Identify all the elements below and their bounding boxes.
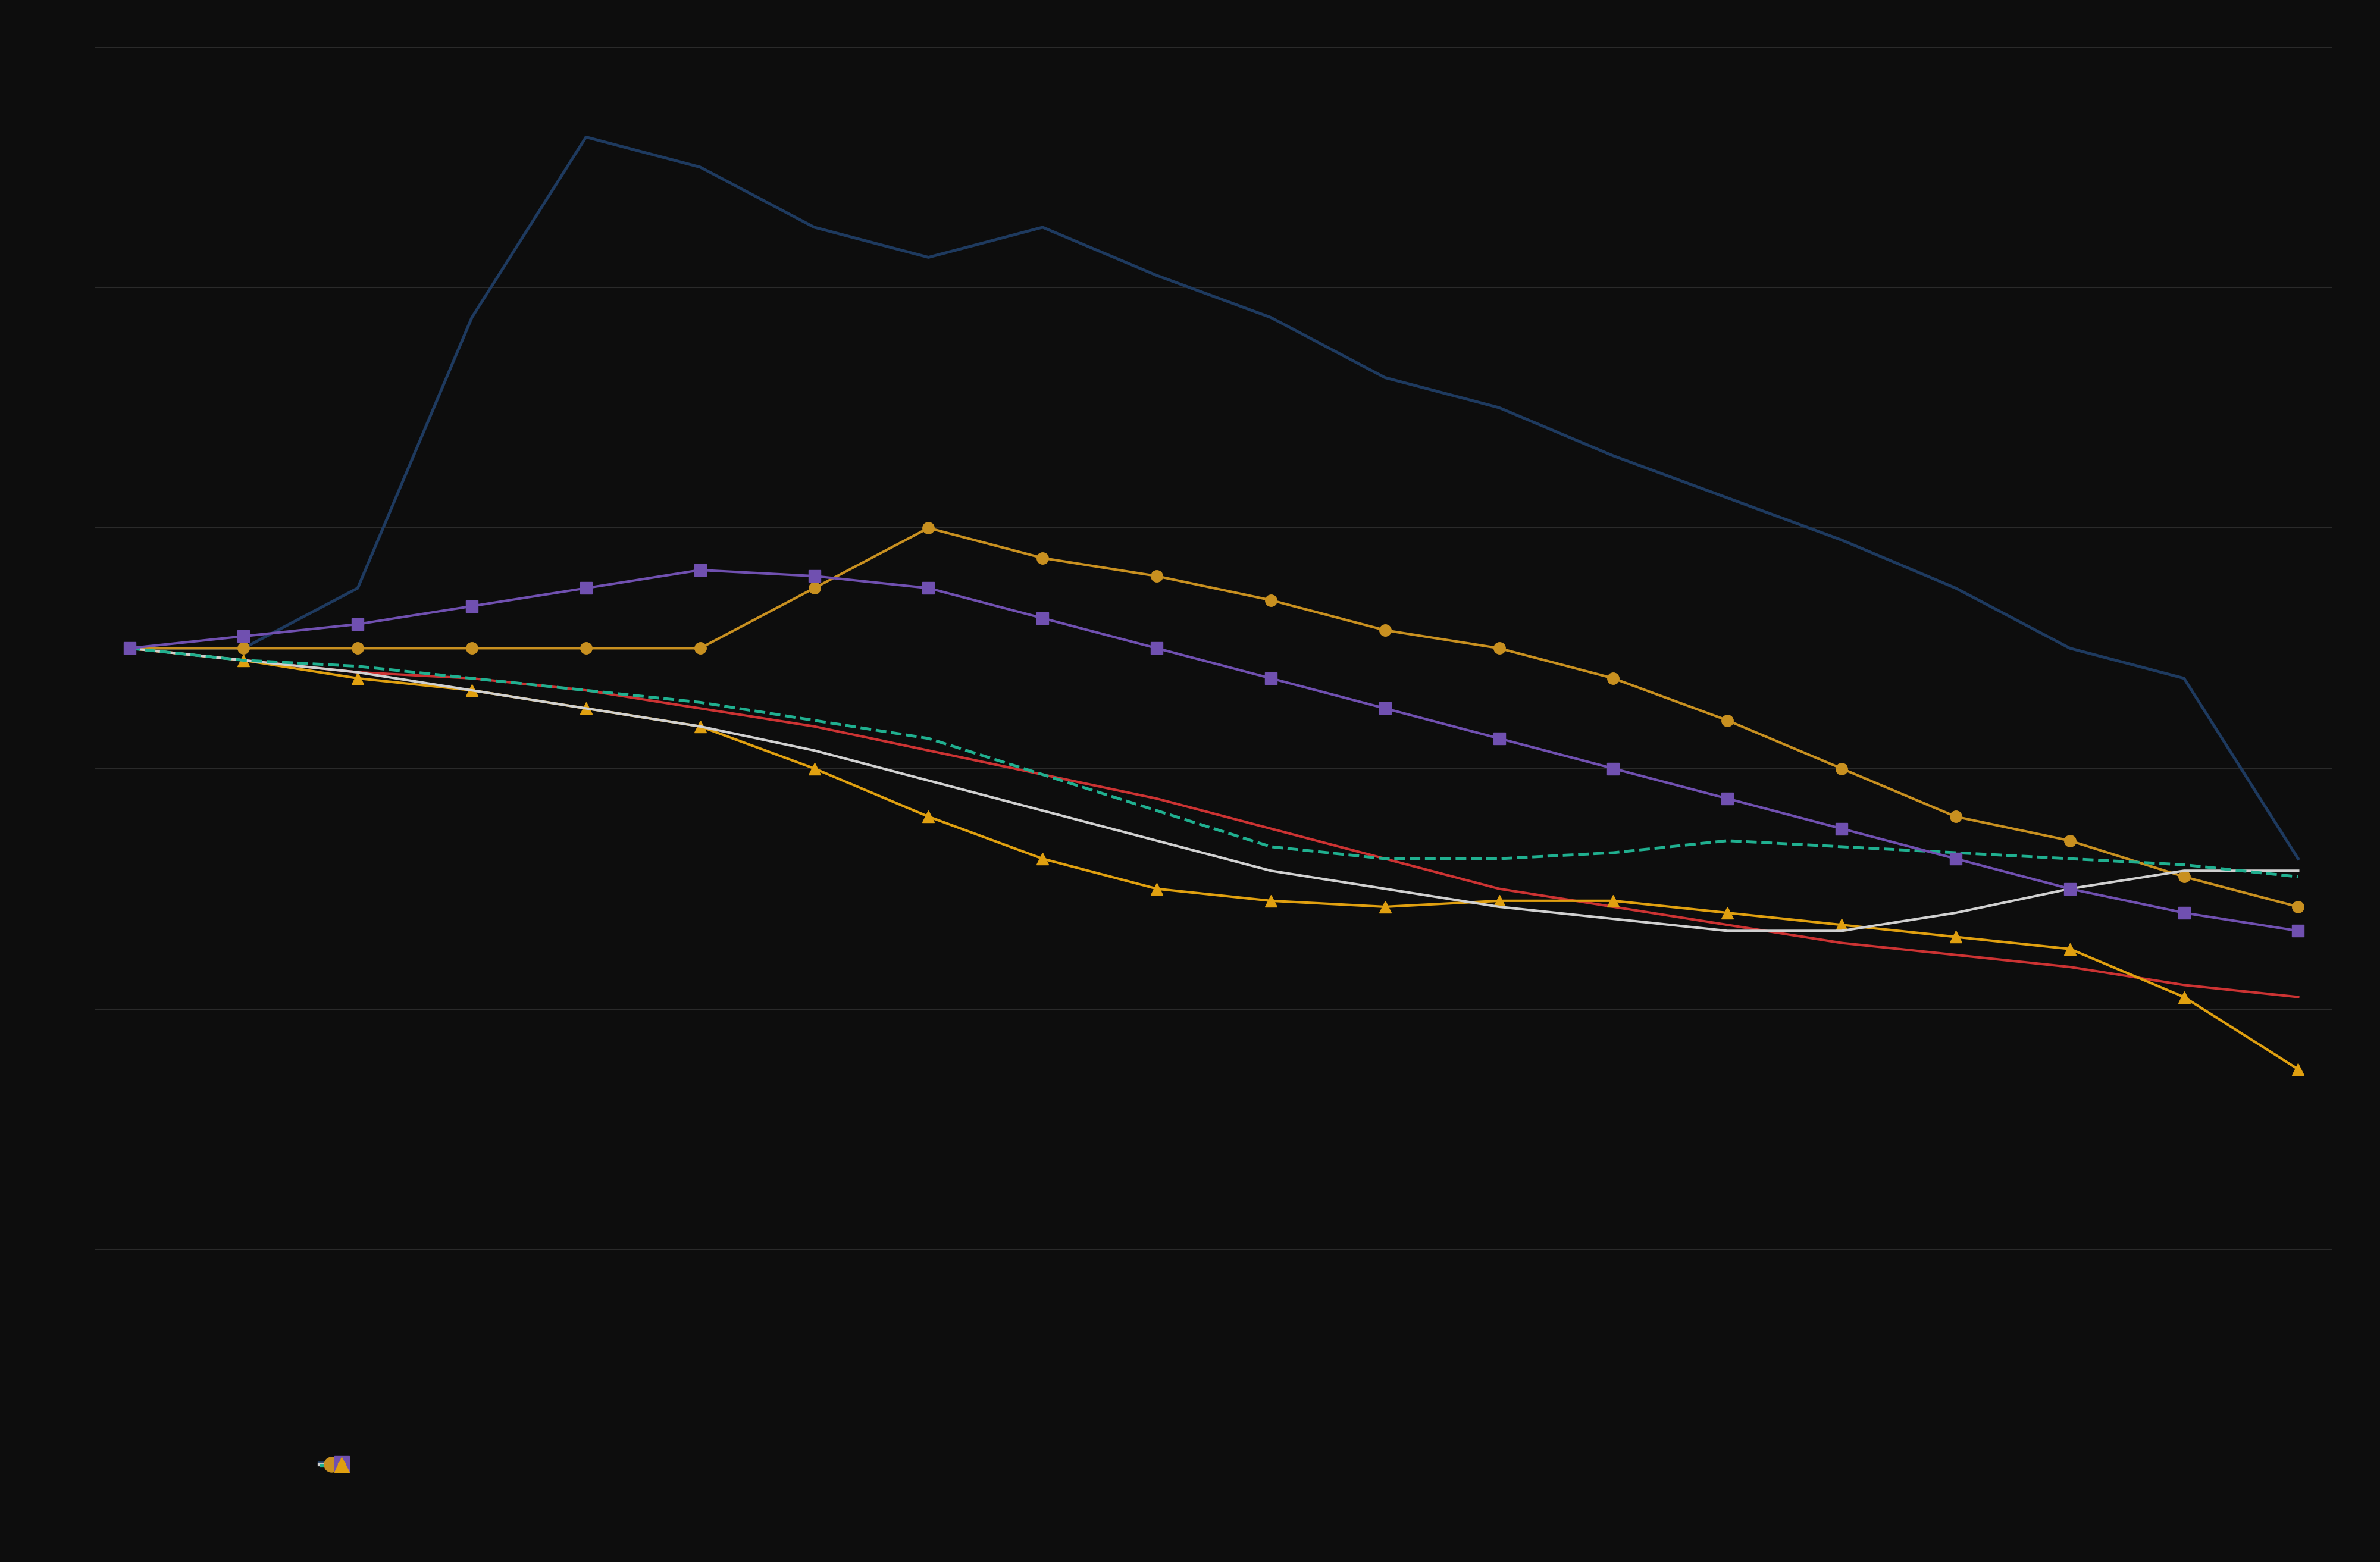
Legend: series0, series4, series5, series1, series2, series6, series3: series0, series4, series5, series1, seri… [319,1464,347,1465]
